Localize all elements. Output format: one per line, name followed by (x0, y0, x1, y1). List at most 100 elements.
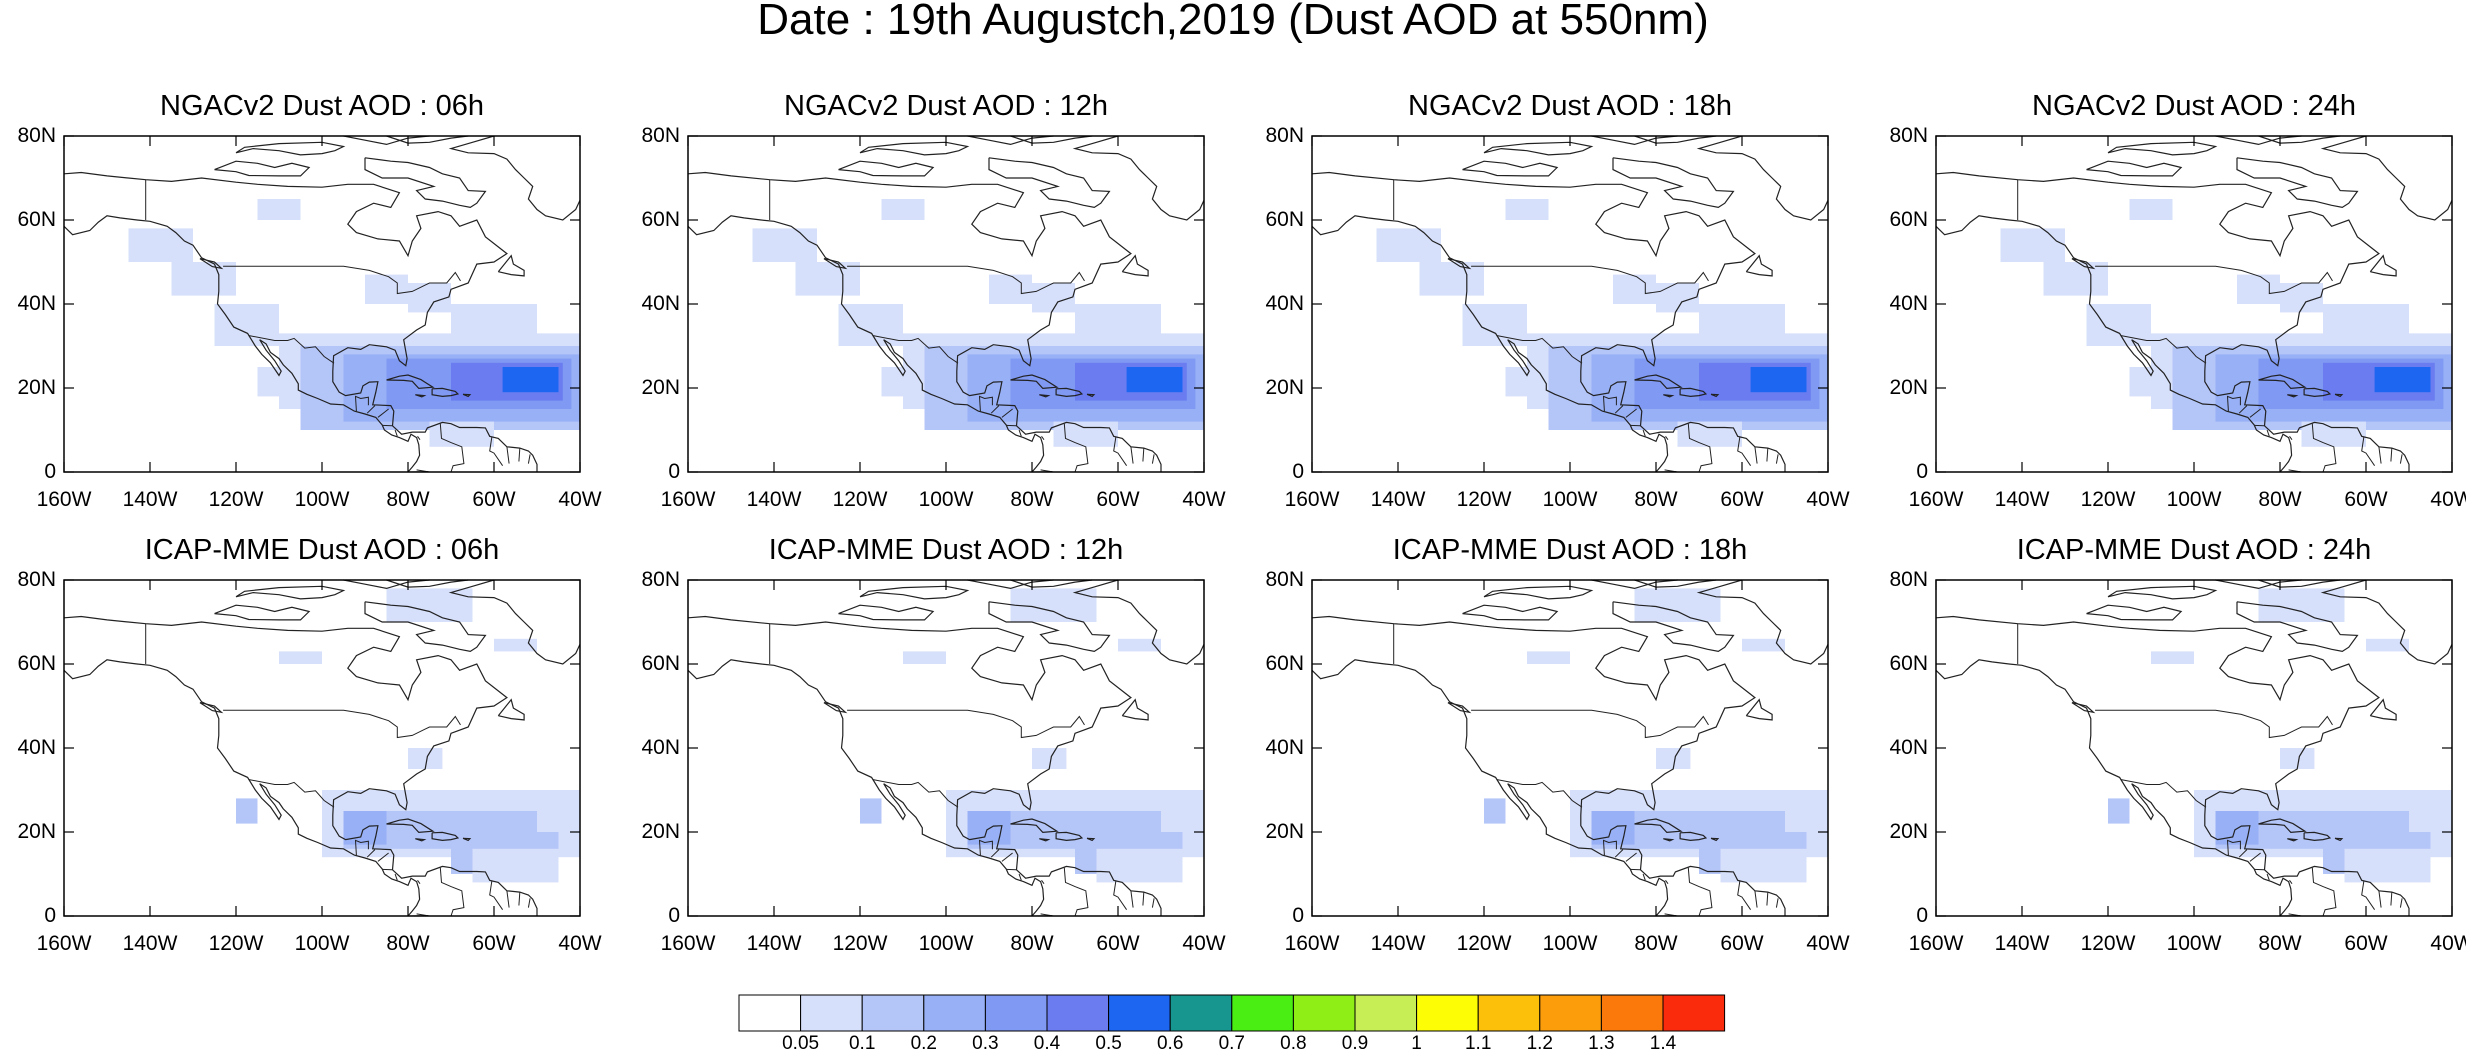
country-border (1496, 335, 1583, 364)
coastline (859, 585, 970, 600)
coastline (2320, 135, 2453, 221)
coastline (967, 135, 1054, 146)
colorbar-box (1108, 994, 1171, 1032)
coastline (2258, 579, 2341, 588)
latitude-label: 80N (17, 568, 56, 591)
colorbar-label: 1 (1411, 1033, 1422, 1054)
coastline (2215, 579, 2302, 590)
colorbar-box (984, 994, 1048, 1032)
dust-aod-cell (2215, 811, 2259, 845)
coastline (1462, 160, 1559, 177)
dust-aod-cell (2366, 638, 2409, 652)
coastline (1072, 579, 1205, 665)
latitude-label: 20N (17, 820, 56, 843)
colorbar-label: 0.9 (1341, 1033, 1369, 1054)
country-border (366, 405, 376, 414)
country-border (2399, 898, 2403, 908)
country-border (2390, 892, 2393, 906)
longitude-label: 100W (294, 932, 350, 955)
country-border (1625, 852, 1637, 862)
latitude-label: 0 (668, 460, 680, 483)
coastline (462, 393, 472, 398)
dust-aod-cell (386, 588, 473, 622)
dust-aod-cell (502, 367, 559, 393)
country-border (1737, 436, 1752, 466)
country-border (847, 709, 1085, 739)
latitude-label: 0 (44, 460, 56, 483)
coastline (1121, 254, 1149, 277)
coastline (214, 160, 311, 177)
dust-aod-cell (1010, 588, 1097, 622)
coastline (63, 171, 538, 472)
country-border (1151, 454, 1155, 464)
longitude-label: 80W (1634, 932, 1678, 955)
coastline (1055, 831, 1084, 842)
dust-aod-cell (903, 651, 946, 664)
coastline (988, 157, 1111, 209)
dust-aod-cell (2323, 304, 2409, 346)
latitude-label: 20N (1889, 820, 1928, 843)
dust-aod-cell (236, 798, 258, 824)
country-border (1614, 849, 1624, 858)
coastline (199, 702, 224, 714)
country-border (1625, 408, 1637, 418)
colorbar-label: 0.6 (1156, 1033, 1184, 1054)
dust-aod-cell (989, 274, 1032, 304)
country-border (1471, 265, 1709, 295)
coastline (2236, 157, 2359, 209)
country-border (248, 335, 335, 364)
coastline (1679, 387, 1708, 398)
dust-aod-cell (1750, 367, 1807, 393)
coastline (1086, 393, 1096, 398)
coastline (1483, 141, 1594, 156)
latitude-label: 80N (1265, 124, 1304, 147)
country-border (1041, 436, 1045, 440)
dust-aod-cell (1419, 262, 1484, 296)
map-panel (687, 135, 1205, 473)
country-border (2226, 395, 2241, 412)
latitude-label: 20N (641, 376, 680, 399)
country-border (2238, 849, 2248, 858)
coastline (386, 135, 469, 144)
colorbar-label: 0.7 (1218, 1033, 1245, 1054)
dust-aod-cell (128, 228, 193, 262)
longitude-label: 80W (1010, 488, 1054, 511)
map-panel (63, 579, 581, 917)
longitude-label: 120W (208, 932, 264, 955)
coastline (1935, 615, 2410, 916)
country-border (2289, 436, 2293, 440)
dust-aod-cell (1720, 848, 1807, 883)
coastline (1745, 698, 1773, 721)
coastline (497, 254, 525, 277)
country-border (439, 423, 465, 473)
coastline (199, 258, 224, 270)
coastline (1935, 171, 2410, 472)
panel-title: ICAP-MME Dust AOD : 12h (768, 534, 1124, 566)
country-border (489, 436, 504, 466)
longitude-label: 60W (1096, 932, 1140, 955)
colorbar-box (1046, 994, 1110, 1032)
latitude-label: 0 (1292, 904, 1304, 927)
coastline (63, 659, 421, 917)
coastline (838, 604, 935, 621)
dust-aod-cell (1053, 421, 1118, 447)
dust-aod-cell (1613, 274, 1656, 304)
coastline (1072, 135, 1205, 221)
latitude-label: 60N (17, 652, 56, 675)
country-border (506, 890, 510, 908)
longitude-label: 40W (1806, 488, 1850, 511)
coastline (2303, 387, 2332, 398)
country-border (1113, 880, 1128, 910)
country-border (2361, 880, 2376, 910)
coastline (2287, 394, 2299, 398)
coastline (1679, 831, 1708, 842)
country-border (2095, 265, 2333, 295)
country-border (872, 335, 959, 364)
latitude-label: 20N (641, 820, 680, 843)
coastline (63, 615, 538, 916)
latitude-label: 40N (641, 736, 680, 759)
longitude-label: 80W (386, 932, 430, 955)
dust-aod-cell (2043, 262, 2108, 296)
dust-aod-cell (2280, 283, 2323, 313)
colorbar-label: 1.1 (1464, 1033, 1492, 1054)
